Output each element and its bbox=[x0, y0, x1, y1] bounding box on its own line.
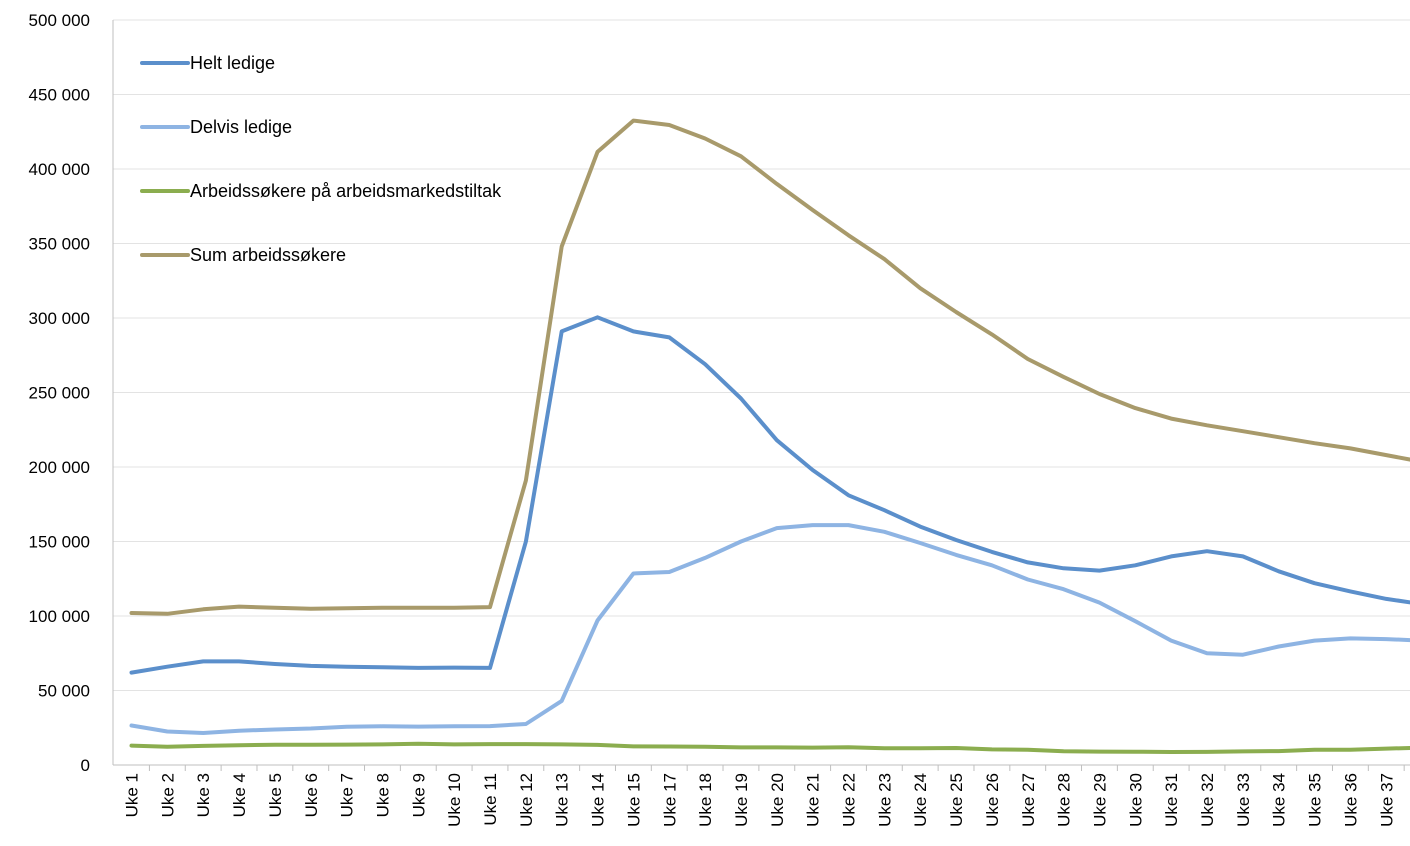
y-tick-label: 150 000 bbox=[29, 533, 90, 552]
x-tick-label: Uke 33 bbox=[1234, 773, 1253, 827]
x-tick-label: Uke 29 bbox=[1090, 773, 1109, 827]
legend: Helt ledige Delvis ledige Arbeidssøkere på… bbox=[140, 53, 502, 265]
y-tick-label: 350 000 bbox=[29, 235, 90, 254]
x-tick-label: Uke 17 bbox=[660, 773, 679, 827]
x-tick-label: Uke 23 bbox=[875, 773, 894, 827]
y-tick-label: 450 000 bbox=[29, 86, 90, 105]
x-tick-label: Uke 1 bbox=[123, 773, 142, 817]
legend-label: Delvis ledige bbox=[190, 117, 292, 137]
x-tick-label: Uke 22 bbox=[840, 773, 859, 827]
x-tick-label: Uke 9 bbox=[409, 773, 428, 817]
x-tick-label: Uke 10 bbox=[445, 773, 464, 827]
y-tick-label: 50 000 bbox=[38, 682, 90, 701]
x-tick-label: Uke 5 bbox=[266, 773, 285, 817]
x-tick-label: Uke 28 bbox=[1055, 773, 1074, 827]
x-tick-label: Uke 31 bbox=[1162, 773, 1181, 827]
x-tick-label: Uke 15 bbox=[624, 773, 643, 827]
x-tick-label: Uke 32 bbox=[1198, 773, 1217, 827]
legend-label: Helt ledige bbox=[190, 53, 275, 73]
x-tick-label: Uke 4 bbox=[230, 773, 249, 817]
series-line-1 bbox=[129, 523, 1410, 735]
x-tick-label: Uke 19 bbox=[732, 773, 751, 827]
x-tick-label: Uke 34 bbox=[1270, 773, 1289, 827]
legend-label: Arbeidssøkere på arbeidsmarkedstiltak bbox=[190, 181, 502, 201]
x-tick-label: Uke 14 bbox=[589, 773, 608, 827]
y-tick-label: 500 000 bbox=[29, 11, 90, 30]
tick-labels: 0 50 000 100 000 150 000 200 000 250 000 300 0… bbox=[29, 11, 1397, 827]
axes bbox=[112, 20, 1410, 771]
x-tick-label: Uke 35 bbox=[1306, 773, 1325, 827]
y-tick-label: 250 000 bbox=[29, 384, 90, 403]
gridlines bbox=[113, 19, 1410, 691]
x-tick-label: Uke 18 bbox=[696, 773, 715, 827]
x-tick-label: Uke 3 bbox=[194, 773, 213, 817]
y-tick-label: 0 bbox=[81, 756, 90, 775]
y-tick-label: 400 000 bbox=[29, 160, 90, 179]
x-tick-label: Uke 27 bbox=[1019, 773, 1038, 827]
series-line-2 bbox=[129, 741, 1410, 754]
x-tick-label: Uke 37 bbox=[1377, 773, 1396, 827]
y-tick-label: 200 000 bbox=[29, 458, 90, 477]
x-tick-label: Uke 20 bbox=[768, 773, 787, 827]
x-tick-label: Uke 2 bbox=[158, 773, 177, 817]
x-tick-label: Uke 6 bbox=[302, 773, 321, 817]
x-tick-label: Uke 13 bbox=[553, 773, 572, 827]
legend-label: Sum arbeidssøkere bbox=[190, 245, 346, 265]
x-tick-label: Uke 12 bbox=[517, 773, 536, 827]
x-tick-label: Uke 7 bbox=[338, 773, 357, 817]
x-tick-label: Uke 21 bbox=[804, 773, 823, 827]
y-tick-label: 300 000 bbox=[29, 309, 90, 328]
series-lines bbox=[129, 118, 1410, 754]
x-tick-label: Uke 24 bbox=[911, 773, 930, 827]
series-line-3 bbox=[129, 118, 1410, 616]
x-tick-label: Uke 36 bbox=[1341, 773, 1360, 827]
x-tick-label: Uke 26 bbox=[983, 773, 1002, 827]
series-line-0 bbox=[129, 315, 1410, 675]
x-tick-label: Uke 25 bbox=[947, 773, 966, 827]
x-tick-label: Uke 11 bbox=[481, 773, 500, 826]
y-tick-label: 100 000 bbox=[29, 607, 90, 626]
x-tick-label: Uke 30 bbox=[1126, 773, 1145, 827]
x-tick-label: Uke 8 bbox=[373, 773, 392, 817]
